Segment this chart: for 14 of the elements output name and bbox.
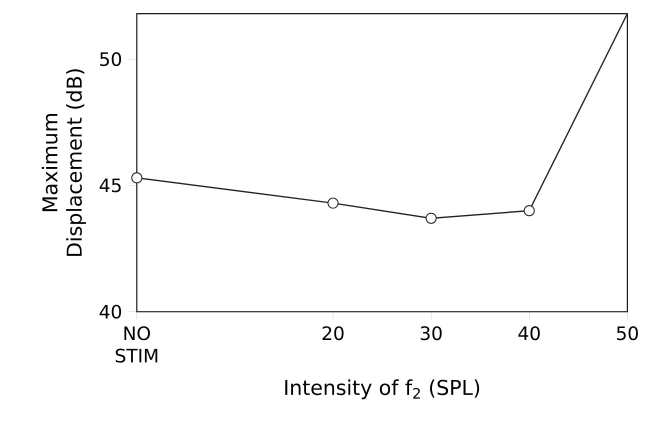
x-axis-title: Intensity of f$_{2}$ (SPL)	[285, 379, 480, 400]
y-axis-title: Maximum Displacement (dB)	[42, 69, 86, 256]
y-tick-label: 40	[100, 304, 122, 319]
x-tick-label: 40	[518, 326, 540, 340]
point	[524, 205, 535, 216]
y-tick-label: 45	[100, 178, 121, 192]
point	[327, 197, 339, 209]
x-tick-label: NO STIM	[116, 326, 158, 363]
point	[131, 172, 142, 184]
x-tick-label: 30	[420, 326, 442, 340]
point	[426, 212, 437, 224]
y-tick-label: 50	[100, 52, 122, 66]
x-tick-label: 50	[617, 326, 638, 340]
x-tick-label: 20	[322, 326, 344, 340]
